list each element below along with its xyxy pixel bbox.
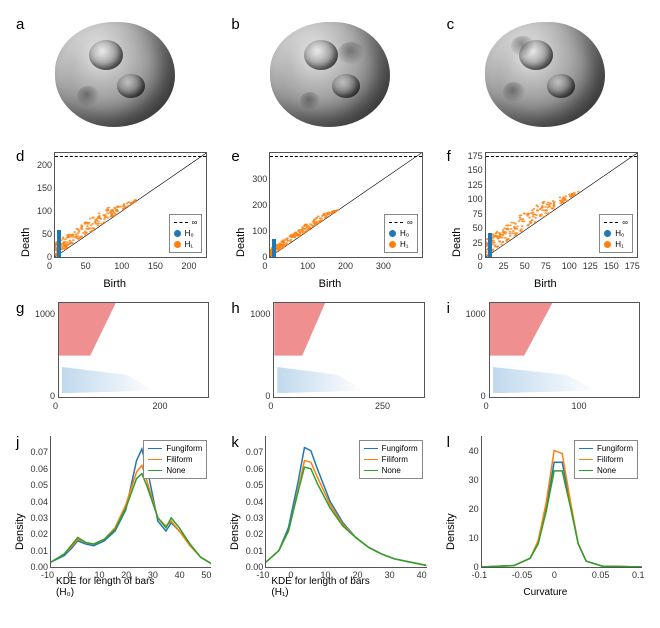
panel-label: i [447,300,450,317]
panel-j: j -10010203040500.000.010.020.030.040.05… [10,428,219,598]
panel-h: h 025010000 [225,294,434,424]
y-axis-label: Density [229,514,241,551]
x-axis-label: Curvature [523,587,567,598]
panel-l: l -0.1-0.0500.050.1010203040FungiformFil… [441,428,650,598]
panel-label: e [231,148,239,165]
surface-render [225,10,434,138]
barcode-plot: 010010000 [489,302,640,398]
y-axis-label: Density [14,514,26,551]
panel-b: b [225,10,434,138]
panel-label: a [16,16,24,33]
x-axis-label: Birth [319,278,342,290]
panel-label: h [231,300,239,317]
panel-label: k [231,434,239,451]
persistence-diagram: ∞H₀H₁050100150200050100150200 [54,152,207,258]
panel-k: k -100102030400.000.010.020.030.040.050.… [225,428,434,598]
persistence-diagram: ∞H₀H₁02550751001251501750255075100125150… [485,152,638,258]
x-axis-label: Birth [534,278,557,290]
panel-label: c [447,16,455,33]
density-plot: -100102030400.000.010.020.030.040.050.06… [265,436,426,568]
barcode-plot: 020010000 [58,302,209,398]
panel-label: j [16,434,19,451]
x-axis-label: KDE for length of bars (H₀) [56,576,165,598]
y-axis-label: Density [445,514,457,551]
barcode-plot: 025010000 [273,302,424,398]
panel-a: a [10,10,219,138]
y-axis-label: Death [20,228,32,257]
panel-d: d ∞H₀H₁050100150200050100150200 Birth De… [10,142,219,290]
panel-g: g 020010000 [10,294,219,424]
x-axis-label: KDE for length of bars (H₁) [271,576,380,598]
panel-label: g [16,300,24,317]
surface-render [441,10,650,138]
panel-i: i 010010000 [441,294,650,424]
panel-label: b [231,16,239,33]
x-axis-label: Birth [103,278,126,290]
density-plot: -0.1-0.0500.050.1010203040FungiformFilif… [481,436,642,568]
panel-label: l [447,434,450,451]
panel-label: f [447,148,451,165]
figure-grid: a b c d ∞H₀H₁050100150200050100150200 Bi… [0,0,660,608]
panel-c: c [441,10,650,138]
panel-f: f ∞H₀H₁025507510012515017502550751001251… [441,142,650,290]
density-plot: -10010203040500.000.010.020.030.040.050.… [50,436,211,568]
y-axis-label: Death [451,228,463,257]
surface-render [10,10,219,138]
persistence-diagram: ∞H₀H₁01002003000100200300 [269,152,422,258]
y-axis-label: Death [235,228,247,257]
panel-label: d [16,148,24,165]
panel-e: e ∞H₀H₁01002003000100200300 Birth Death [225,142,434,290]
